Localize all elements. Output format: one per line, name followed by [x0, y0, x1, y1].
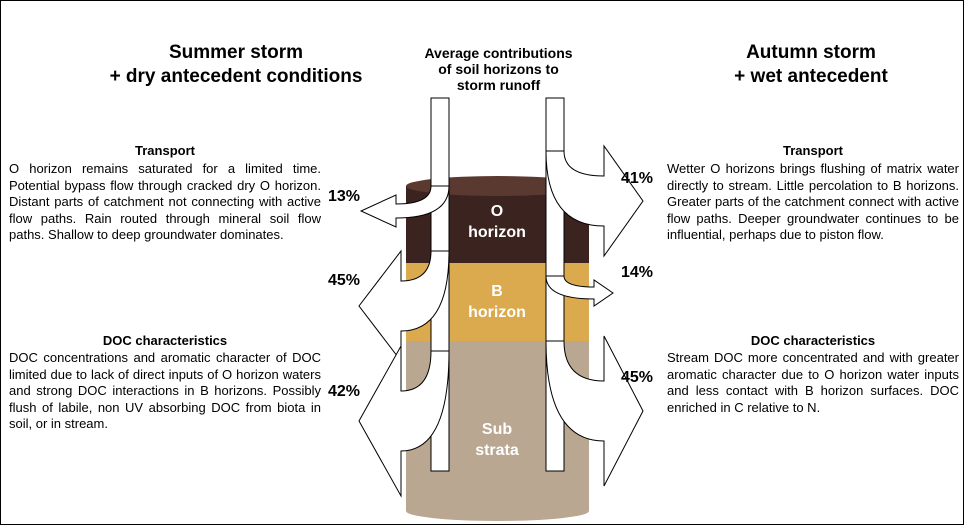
- section-heading: DOC characteristics: [102, 333, 228, 348]
- center-title: Average contributions of soil horizons to…: [396, 45, 601, 93]
- title-line: Autumn storm: [746, 42, 876, 63]
- section-heading: DOC characteristics: [750, 333, 876, 348]
- title-line: Summer storm: [168, 42, 304, 63]
- percentage: 13%: [328, 188, 361, 205]
- title-line: Average contributions: [424, 45, 573, 61]
- horizon-label: Sub strata: [447, 419, 547, 461]
- flow-arrow: [358, 249, 450, 363]
- percentage: 42%: [328, 383, 361, 400]
- title-line: storm runoff: [456, 77, 541, 93]
- paragraph: Stream DOC more concentrated and with gr…: [667, 350, 959, 415]
- cylinder-bottom: [406, 501, 589, 521]
- flow-arrow: [545, 335, 644, 487]
- percentage: 45%: [621, 369, 654, 386]
- paragraph: DOC concentrations and aromatic characte…: [9, 350, 321, 431]
- label-line: strata: [475, 442, 519, 459]
- right-title: Autumn storm + wet antecedent: [641, 41, 963, 89]
- percentage: 14%: [621, 264, 654, 281]
- cylinder-top: [406, 176, 589, 196]
- section-heading: Transport: [783, 143, 843, 158]
- percentage: 45%: [328, 272, 361, 289]
- label-line: Sub: [481, 421, 513, 438]
- label-line: B: [491, 283, 503, 300]
- label-line: horizon: [468, 224, 526, 241]
- label-line: horizon: [468, 304, 526, 321]
- flow-arrow: [545, 275, 614, 307]
- label-line: O: [490, 203, 504, 220]
- paragraph: O horizon remains saturated for a limite…: [9, 161, 321, 242]
- title-line: + wet antecedent: [734, 66, 888, 87]
- flow-arrow: [359, 185, 450, 228]
- section-heading: Transport: [135, 143, 195, 158]
- title-line: + dry antecedent conditions: [109, 66, 363, 87]
- paragraph: Wetter O horizons brings flushing of mat…: [667, 161, 959, 242]
- flow-arrow: [545, 144, 644, 258]
- left-title: Summer storm + dry antecedent conditions: [61, 41, 411, 89]
- flow-arrow: [358, 344, 450, 498]
- percentage: 41%: [621, 170, 654, 187]
- title-line: of soil horizons to: [438, 61, 559, 77]
